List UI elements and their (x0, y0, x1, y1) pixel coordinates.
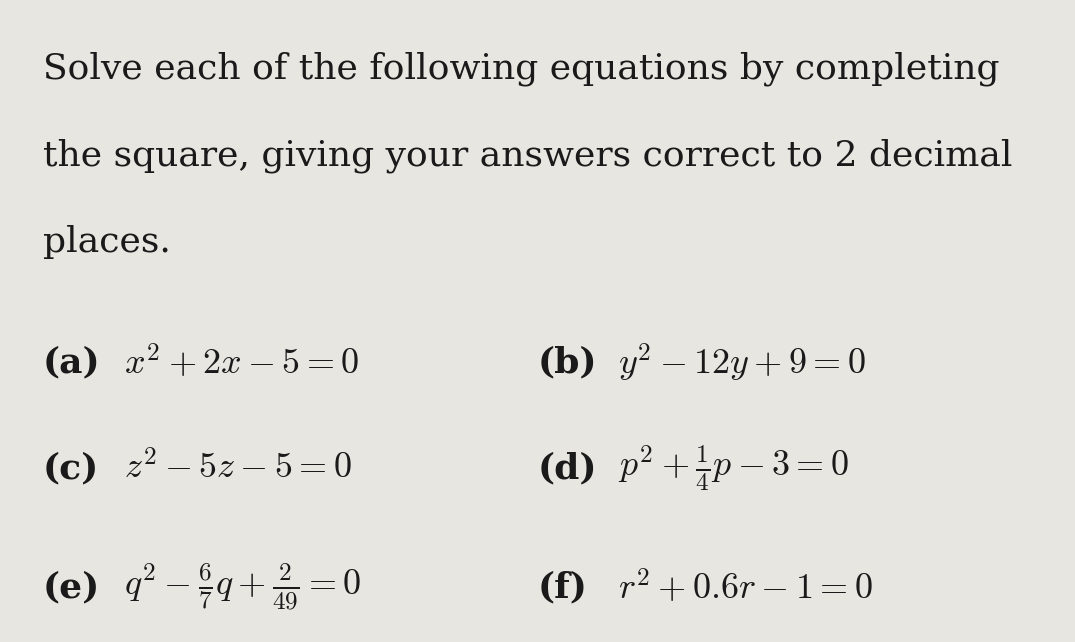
Text: $y^2 - 12y + 9 = 0$: $y^2 - 12y + 9 = 0$ (618, 342, 865, 384)
Text: (d): (d) (538, 452, 597, 485)
Text: $z^2 - 5z - 5 = 0$: $z^2 - 5z - 5 = 0$ (124, 451, 352, 486)
Text: (e): (e) (43, 571, 100, 604)
Text: (c): (c) (43, 452, 99, 485)
Text: $p^2 + \frac{1}{4}p - 3 = 0$: $p^2 + \frac{1}{4}p - 3 = 0$ (618, 444, 849, 494)
Text: (f): (f) (538, 571, 588, 604)
Text: $q^2 - \frac{6}{7}q + \frac{2}{49} = 0$: $q^2 - \frac{6}{7}q + \frac{2}{49} = 0$ (124, 562, 361, 613)
Text: $r^2 + 0.6r - 1 = 0$: $r^2 + 0.6r - 1 = 0$ (618, 568, 873, 607)
Text: Solve each of the following equations by completing: Solve each of the following equations by… (43, 51, 1000, 86)
Text: (a): (a) (43, 346, 101, 379)
Text: places.: places. (43, 225, 171, 259)
Text: (b): (b) (538, 346, 597, 379)
Text: the square, giving your answers correct to 2 decimal: the square, giving your answers correct … (43, 138, 1013, 173)
Text: $x^2 + 2x - 5 = 0$: $x^2 + 2x - 5 = 0$ (124, 343, 359, 382)
